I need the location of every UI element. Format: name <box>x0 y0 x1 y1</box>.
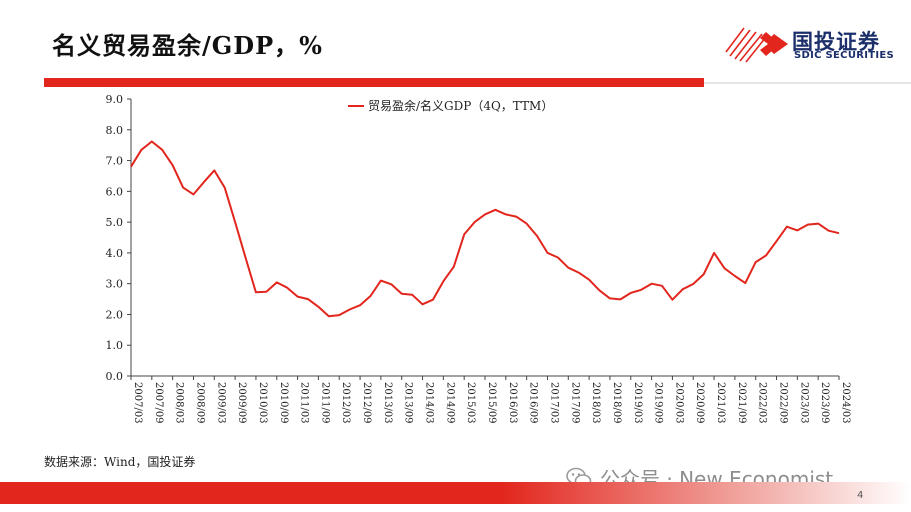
y-tick-label: 5.0 <box>106 216 124 229</box>
y-tick-label: 2.0 <box>106 308 124 321</box>
x-tick-label: 2021/03 <box>715 382 726 424</box>
x-tick-label: 2009/09 <box>236 382 247 424</box>
x-tick-label: 2022/03 <box>757 382 768 424</box>
logo-text-cn: 国投证券 <box>792 30 880 54</box>
y-tick-label: 0.0 <box>106 370 124 383</box>
y-tick-label: 8.0 <box>106 124 124 137</box>
title-underline-bar <box>44 78 704 87</box>
y-tick-label: 3.0 <box>106 278 124 291</box>
x-tick-label: 2022/09 <box>778 382 789 424</box>
x-tick-label: 2017/09 <box>569 382 580 424</box>
x-tick-label: 2024/03 <box>840 382 851 424</box>
x-tick-label: 2014/09 <box>444 382 455 424</box>
x-tick-label: 2012/03 <box>340 382 351 424</box>
x-tick-label: 2020/03 <box>673 382 684 424</box>
y-tick-label: 6.0 <box>106 185 124 198</box>
x-tick-label: 2007/03 <box>132 382 143 424</box>
footer-bar <box>0 482 911 504</box>
x-tick-label: 2010/09 <box>278 382 289 424</box>
y-tick-label: 1.0 <box>106 339 124 352</box>
y-tick-label: 7.0 <box>106 155 124 168</box>
x-tick-label: 2023/09 <box>819 382 830 424</box>
x-tick-label: 2011/03 <box>299 382 310 424</box>
x-tick-label: 2008/03 <box>174 382 185 424</box>
y-tick-label: 9.0 <box>106 93 124 106</box>
y-tick-label: 4.0 <box>106 247 124 260</box>
source-note: 数据来源：Wind，国投证券 <box>44 455 196 469</box>
x-axis: 2007/03 2007/09 2008/03 2008/09 2009/03 2009/… <box>130 375 851 424</box>
page-number: 4 <box>857 490 864 501</box>
x-tick-label: 2009/03 <box>215 382 226 424</box>
x-tick-label: 2011/09 <box>319 382 330 424</box>
x-tick-label: 2018/03 <box>590 382 601 424</box>
series-layer <box>130 140 840 318</box>
x-tick-label: 2008/09 <box>194 382 205 424</box>
x-tick-label: 2013/03 <box>382 382 393 424</box>
x-tick-label: 2010/03 <box>257 382 268 424</box>
x-tick-label: 2007/09 <box>153 382 164 424</box>
x-tick-label: 2015/03 <box>465 382 476 424</box>
legend: 贸易盈余/名义GDP（4Q，TTM） <box>348 98 553 113</box>
x-tick-label: 2023/03 <box>798 382 809 424</box>
sdic-logo-icon <box>725 27 788 63</box>
x-tick-label: 2013/09 <box>403 382 414 424</box>
logo-text-en: SDIC SECURITIES <box>794 50 895 61</box>
x-tick-label: 2016/09 <box>528 382 539 424</box>
page-title: 名义贸易盈余/GDP，% <box>52 31 323 60</box>
x-tick-label: 2020/09 <box>694 382 705 424</box>
x-tick-label: 2012/09 <box>361 382 372 424</box>
x-tick-label: 2021/09 <box>736 382 747 424</box>
x-tick-label: 2019/03 <box>632 382 643 424</box>
x-tick-label: 2015/09 <box>486 382 497 424</box>
y-axis: 0.0 1.0 2.0 3.0 4.0 5.0 6.0 7.0 8.0 9.0 <box>106 93 132 383</box>
legend-label: 贸易盈余/名义GDP（4Q，TTM） <box>368 98 553 113</box>
x-tick-label: 2019/09 <box>653 382 664 424</box>
title-underline-grey <box>704 82 911 84</box>
x-tick-label: 2016/03 <box>507 382 518 424</box>
x-tick-label: 2017/03 <box>548 382 559 424</box>
series-line <box>130 140 840 318</box>
x-tick-label: 2014/03 <box>424 382 435 424</box>
x-tick-label: 2018/09 <box>611 382 622 424</box>
